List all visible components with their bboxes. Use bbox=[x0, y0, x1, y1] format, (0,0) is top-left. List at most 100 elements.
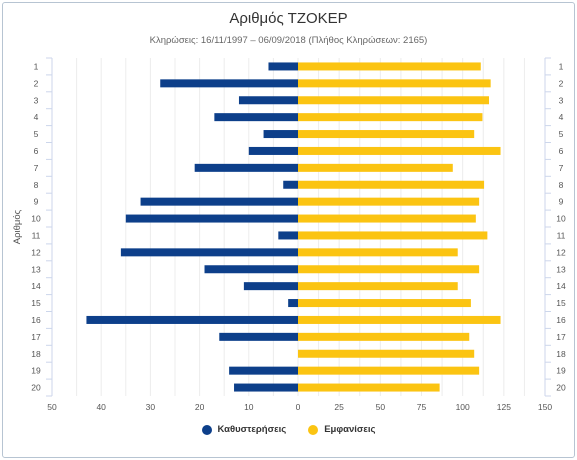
category-tick-label-left: 9 bbox=[34, 197, 39, 207]
bar-appearances bbox=[298, 248, 458, 257]
category-tick-label-right: 8 bbox=[559, 180, 564, 190]
legend-item-delays[interactable]: Καθυστερήσεις bbox=[201, 424, 287, 435]
bar-delays bbox=[86, 315, 298, 324]
bar-appearances bbox=[298, 383, 440, 392]
category-tick-label-right: 3 bbox=[559, 95, 564, 105]
category-tick-label-right: 6 bbox=[559, 146, 564, 156]
category-tick-label-left: 18 bbox=[31, 349, 41, 359]
category-tick-label-right: 1 bbox=[559, 61, 564, 71]
chart-title: Αριθμός ΤΖΟΚΕΡ bbox=[229, 10, 348, 27]
category-tick-label-right: 18 bbox=[556, 349, 566, 359]
x-tick-label-left: 10 bbox=[244, 402, 254, 412]
x-tick-label-right: 150 bbox=[538, 402, 552, 412]
category-tick-label-left: 6 bbox=[34, 146, 39, 156]
category-tick-label-right: 7 bbox=[559, 163, 564, 173]
bar-appearances bbox=[298, 265, 480, 274]
legend-label-appearances: Εμφανίσεις bbox=[324, 424, 376, 435]
category-tick-label-right: 11 bbox=[557, 230, 566, 240]
bar-appearances bbox=[298, 197, 480, 206]
x-tick-label-left: 40 bbox=[96, 402, 106, 412]
chart-subtitle: Κληρώσεις: 16/11/1997 – 06/09/2018 (Πλήθ… bbox=[149, 35, 428, 46]
category-tick-label-right: 2 bbox=[559, 78, 564, 88]
bar-appearances bbox=[298, 349, 475, 358]
x-tick-label-left: 30 bbox=[146, 402, 156, 412]
bar-appearances bbox=[298, 315, 501, 324]
bar-appearances bbox=[298, 130, 475, 139]
category-tick-label-right: 14 bbox=[556, 281, 566, 291]
category-tick-label-left: 8 bbox=[34, 180, 39, 190]
y-axis-title: Αριθμός bbox=[12, 209, 23, 244]
bar-delays bbox=[204, 265, 298, 274]
bar-delays bbox=[214, 113, 298, 122]
legend-item-appearances[interactable]: Εμφανίσεις bbox=[308, 424, 375, 435]
bar-delays bbox=[238, 96, 298, 105]
category-tick-label-right: 12 bbox=[556, 247, 566, 257]
bar-delays bbox=[120, 248, 298, 257]
x-tick-label-left: 20 bbox=[195, 402, 205, 412]
bar-delays bbox=[194, 163, 298, 172]
bar-appearances bbox=[298, 231, 488, 240]
category-tick-label-left: 7 bbox=[34, 163, 39, 173]
bar-appearances bbox=[298, 163, 453, 172]
bar-delays bbox=[219, 332, 298, 341]
legend-label-delays: Καθυστερήσεις bbox=[217, 424, 287, 435]
category-tick-label-left: 4 bbox=[34, 112, 39, 122]
bar-delays bbox=[288, 299, 298, 308]
category-tick-label-left: 17 bbox=[31, 332, 41, 342]
bar-delays bbox=[140, 197, 298, 206]
category-tick-label-right: 9 bbox=[559, 197, 564, 207]
category-tick-label-right: 15 bbox=[556, 298, 566, 308]
category-tick-label-left: 13 bbox=[31, 264, 41, 274]
x-tick-label-right: 75 bbox=[417, 402, 427, 412]
category-tick-label-right: 4 bbox=[559, 112, 564, 122]
category-tick-label-left: 20 bbox=[31, 383, 41, 393]
category-tick-label-left: 1 bbox=[34, 61, 39, 71]
category-tick-label-left: 15 bbox=[31, 298, 41, 308]
bar-appearances bbox=[298, 282, 458, 291]
legend-marker-appearances bbox=[308, 424, 319, 435]
category-tick-label-left: 5 bbox=[34, 129, 39, 139]
category-tick-label-left: 14 bbox=[31, 281, 41, 291]
category-tick-label-right: 5 bbox=[559, 129, 564, 139]
category-tick-label-right: 16 bbox=[556, 315, 566, 325]
category-tick-label-right: 17 bbox=[556, 332, 566, 342]
bar-delays bbox=[278, 231, 298, 240]
bar-appearances bbox=[298, 299, 471, 308]
category-tick-label-left: 12 bbox=[31, 247, 41, 257]
x-tick-label-left: 50 bbox=[47, 402, 57, 412]
bar-appearances bbox=[298, 366, 480, 375]
bar-delays bbox=[229, 366, 298, 375]
bar-delays bbox=[248, 146, 298, 155]
bar-appearances bbox=[298, 214, 476, 223]
category-tick-label-right: 13 bbox=[556, 264, 566, 274]
bar-delays bbox=[125, 214, 298, 223]
chart-legend: Καθυστερήσεις Εμφανίσεις bbox=[0, 424, 577, 435]
bar-delays bbox=[263, 130, 298, 139]
x-tick-label-right: 0 bbox=[296, 402, 301, 412]
bar-delays bbox=[160, 79, 298, 88]
x-tick-label-right: 25 bbox=[334, 402, 344, 412]
category-tick-label-right: 10 bbox=[556, 214, 566, 224]
bar-appearances bbox=[298, 62, 481, 71]
category-tick-label-left: 3 bbox=[34, 95, 39, 105]
bar-delays bbox=[243, 282, 298, 291]
category-tick-label-right: 20 bbox=[556, 383, 566, 393]
bar-delays bbox=[283, 180, 298, 189]
bar-appearances bbox=[298, 113, 483, 122]
bar-appearances bbox=[298, 79, 491, 88]
x-tick-label-right: 50 bbox=[376, 402, 386, 412]
bar-delays bbox=[268, 62, 298, 71]
bar-appearances bbox=[298, 146, 501, 155]
category-tick-label-left: 16 bbox=[31, 315, 41, 325]
category-tick-label-left: 10 bbox=[31, 214, 41, 224]
x-tick-label-right: 125 bbox=[497, 402, 511, 412]
bar-appearances bbox=[298, 180, 485, 189]
bar-appearances bbox=[298, 332, 470, 341]
x-tick-label-right: 100 bbox=[456, 402, 470, 412]
category-tick-label-left: 2 bbox=[34, 78, 39, 88]
bar-appearances bbox=[298, 96, 490, 105]
category-tick-label-right: 19 bbox=[556, 366, 566, 376]
category-tick-label-left: 11 bbox=[32, 230, 41, 240]
